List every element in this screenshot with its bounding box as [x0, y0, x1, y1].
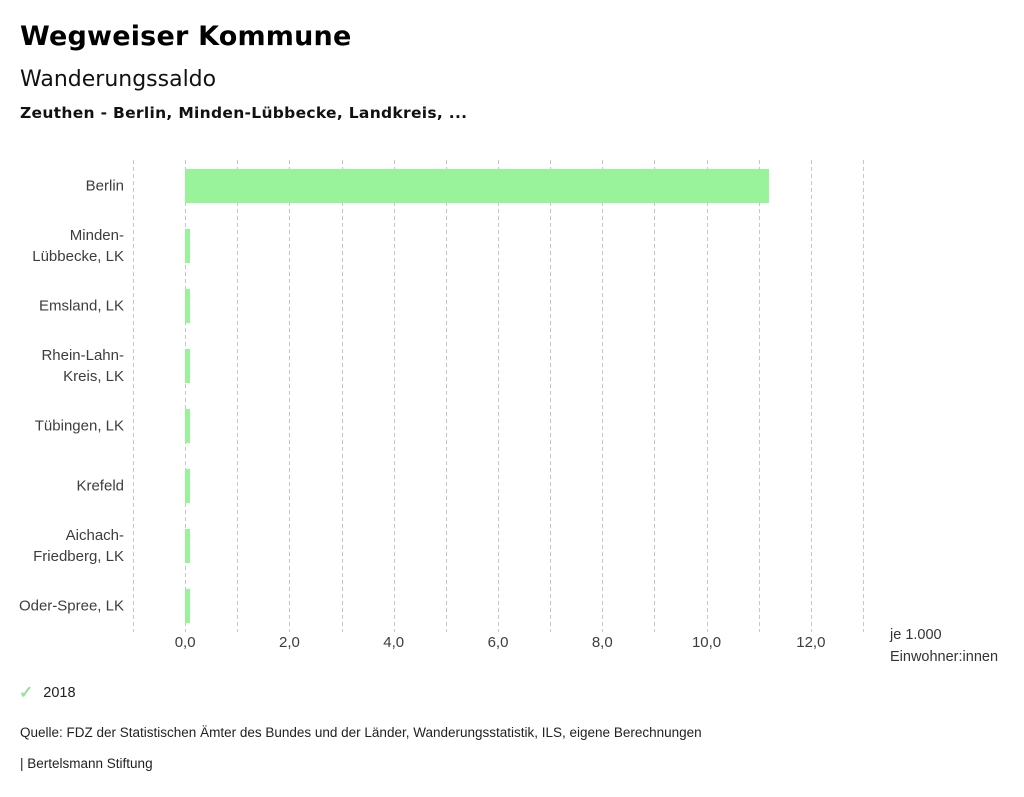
bar-berlin[interactable]	[185, 169, 770, 203]
category-label: Oder-Spree, LK	[18, 597, 124, 615]
gridline	[133, 160, 134, 632]
plot-area	[133, 160, 864, 632]
tick-label: 4,0	[383, 634, 405, 651]
check-icon: ✓	[19, 683, 34, 702]
legend-label: 2018	[43, 684, 76, 701]
category-label: Krefeld	[76, 477, 124, 495]
category-label: Aichach- Friedberg, LK	[33, 527, 124, 565]
category-label: Rhein-Lahn- Kreis, LK	[41, 347, 124, 385]
tick-label: 10,0	[691, 634, 722, 651]
gridline	[810, 160, 812, 632]
bar-minden--lübbecke,-lk[interactable]	[185, 229, 191, 263]
gridline	[445, 160, 447, 632]
bar-oder-spree,-lk[interactable]	[185, 589, 191, 623]
axis-unit-line1: je 1.000	[890, 627, 942, 643]
tick-label: 6,0	[487, 634, 509, 651]
gridline	[602, 160, 604, 632]
bar-emsland,-lk[interactable]	[185, 289, 191, 323]
tick-label: 2,0	[278, 634, 300, 651]
source-text: Quelle: FDZ der Statistischen Ämter des …	[20, 725, 702, 740]
bar-tübingen,-lk[interactable]	[185, 409, 191, 443]
gridline	[758, 160, 760, 632]
gridline	[185, 160, 187, 632]
axis-unit-line2: Einwohner:innen	[890, 648, 999, 665]
gridline	[550, 160, 552, 632]
bar-rhein-lahn--kreis,-lk[interactable]	[185, 349, 191, 383]
attribution-text: | Bertelsmann Stiftung	[20, 756, 153, 771]
category-label: Berlin	[85, 177, 124, 195]
chart-title: Wanderungssaldo	[20, 67, 217, 92]
tick-label: 12,0	[796, 634, 826, 651]
gridline	[498, 160, 499, 632]
gridline	[237, 160, 239, 632]
gridline	[393, 160, 395, 632]
tick-label: 0,0	[174, 634, 196, 651]
gridline	[654, 160, 656, 632]
gridline	[706, 160, 708, 632]
app-title: Wegweiser Kommune	[20, 21, 352, 52]
gridline	[341, 160, 343, 632]
category-label: Emsland, LK	[38, 297, 124, 315]
chart-subtitle: Zeuthen - Berlin, Minden-Lübbecke, Landk…	[20, 104, 468, 122]
legend-item-2018[interactable]: ✓ 2018	[19, 684, 76, 701]
bar-krefeld[interactable]	[185, 469, 191, 503]
tick-label: 8,0	[591, 634, 613, 651]
gridline	[863, 160, 864, 632]
category-label: Tübingen, LK	[34, 417, 124, 435]
category-label: Minden- Lübbecke, LK	[32, 227, 124, 265]
axis-unit-label: je 1.000 Einwohner:innen	[890, 625, 998, 668]
bar-aichach--friedberg,-lk[interactable]	[185, 529, 191, 563]
gridline	[289, 160, 291, 632]
